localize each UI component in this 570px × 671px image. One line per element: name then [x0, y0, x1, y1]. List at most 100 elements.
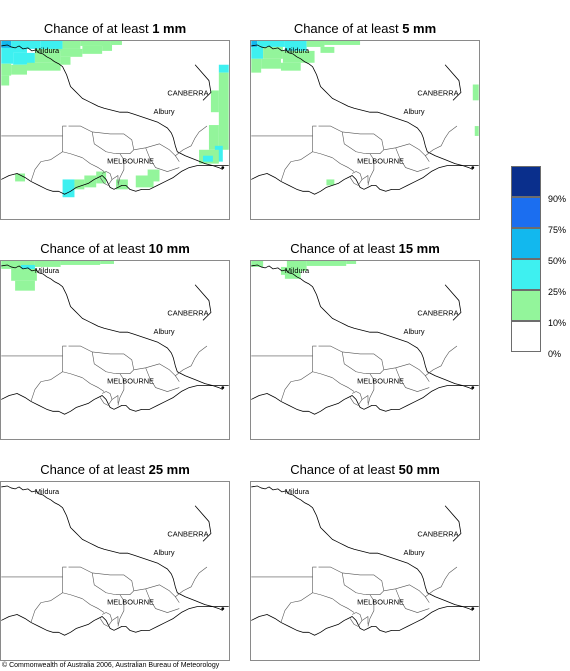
- city-label-canberra: CANBERRA: [417, 88, 458, 97]
- probability-cell: [110, 41, 122, 45]
- district-boundary: [175, 345, 208, 376]
- district-boundary: [82, 598, 105, 613]
- title-prefix: Chance of at least: [40, 241, 149, 256]
- district-boundary: [175, 125, 208, 156]
- district-boundary: [341, 131, 384, 155]
- probability-cell: [1, 75, 10, 86]
- city-label-mildura: Mildura: [35, 487, 60, 496]
- district-boundary: [332, 157, 355, 172]
- state-border-line: [1, 44, 223, 170]
- district-boundary: [99, 391, 113, 406]
- legend-swatch-75-90: [511, 197, 541, 228]
- probability-cell: [280, 62, 301, 71]
- city-label-mildura: Mildura: [285, 46, 310, 55]
- district-boundary: [145, 147, 180, 172]
- district-boundary: [251, 125, 317, 137]
- probability-cell: [306, 41, 325, 47]
- probability-cell: [251, 46, 264, 59]
- probability-cell: [74, 179, 85, 190]
- probability-cell: [251, 261, 264, 267]
- probability-cell: [11, 41, 27, 53]
- district-boundary: [145, 588, 180, 613]
- probability-cell: [102, 44, 113, 51]
- probability-cell: [34, 261, 61, 267]
- probability-cell: [346, 261, 357, 264]
- map-5mm: Mildura CANBERRA Albury MELBOURNE: [250, 40, 480, 220]
- probability-cell: [26, 41, 41, 49]
- state-border-line: [251, 485, 473, 611]
- title-prefix: Chance of at least: [293, 21, 403, 36]
- district-boundary: [342, 572, 385, 591]
- title-prefix: Chance of at least: [290, 241, 399, 256]
- boundary-lines: [251, 264, 479, 415]
- point-marker: [221, 607, 225, 610]
- probability-cell: [82, 45, 103, 54]
- district-boundary: [251, 345, 317, 357]
- district-boundary: [332, 377, 355, 392]
- district-boundary: [332, 598, 355, 613]
- probability-cell: [1, 41, 12, 48]
- district-boundary: [91, 131, 134, 155]
- district-boundary: [194, 64, 212, 101]
- state-border-line: [1, 264, 223, 390]
- city-label-melbourne: MELBOURNE: [107, 598, 154, 607]
- probability-cell: [326, 179, 335, 186]
- map-canvas: Mildura CANBERRA Albury MELBOURNE: [251, 261, 479, 415]
- district-boundary: [1, 566, 67, 578]
- map-15mm: Mildura CANBERRA Albury MELBOURNE: [250, 260, 480, 440]
- legend-swatch-25-50: [511, 259, 541, 290]
- map-25mm: Mildura CANBERRA Albury MELBOURNE: [0, 481, 230, 661]
- panel-title-15mm: Chance of at least 15 mm: [250, 241, 480, 257]
- panel-title-25mm: Chance of at least 25 mm: [0, 462, 230, 478]
- map-1mm: Mildura CANBERRA Albury MELBOURNE: [0, 40, 230, 220]
- probability-cell: [203, 155, 213, 162]
- boundary-lines: [251, 485, 479, 636]
- probability-cell: [261, 58, 281, 69]
- legend-swatch-50-75: [511, 228, 541, 259]
- map-canvas: Mildura CANBERRA Albury MELBOURNE: [251, 485, 479, 636]
- district-boundary: [91, 351, 134, 375]
- legend-swatch-0-10: [511, 321, 541, 352]
- city-label-melbourne: MELBOURNE: [357, 598, 404, 607]
- district-boundary: [62, 135, 83, 158]
- probability-cell: [282, 50, 315, 63]
- legend-tick-10: 10%: [548, 318, 567, 328]
- district-boundary: [1, 125, 67, 137]
- probability-cell: [257, 41, 285, 47]
- title-amount: 25 mm: [148, 462, 190, 477]
- district-boundary: [395, 147, 430, 172]
- probability-cell: [1, 47, 14, 64]
- probability-cell: [284, 270, 301, 279]
- probability-cell: [218, 72, 229, 150]
- panel-title-1mm: Chance of at least 1 mm: [0, 21, 230, 37]
- boundary-lines: [1, 44, 229, 195]
- legend-tick-90: 90%: [548, 194, 567, 204]
- district-boundary: [92, 351, 135, 370]
- probability-cell: [474, 126, 479, 136]
- probability-cell: [40, 41, 63, 51]
- city-label-canberra: CANBERRA: [417, 308, 458, 317]
- map-canvas: Mildura CANBERRA Albury MELBOURNE: [1, 485, 229, 636]
- district-boundary: [349, 171, 363, 186]
- district-boundary: [62, 355, 83, 378]
- city-label-canberra: CANBERRA: [167, 308, 208, 317]
- title-amount: 15 mm: [398, 241, 440, 256]
- probability-cell: [306, 261, 347, 266]
- city-label-melbourne: MELBOURNE: [107, 377, 154, 386]
- map-canvas: Mildura CANBERRA Albury MELBOURNE: [1, 41, 229, 198]
- district-boundary: [62, 576, 83, 599]
- coastline: [1, 385, 229, 415]
- city-label-albury: Albury: [404, 107, 425, 116]
- coastline: [1, 165, 229, 195]
- title-amount: 5 mm: [402, 21, 437, 36]
- district-boundary: [117, 153, 125, 186]
- probability-cell: [115, 179, 128, 190]
- probability-cell: [1, 63, 12, 76]
- probability-cell: [13, 52, 35, 65]
- probability-cell: [34, 48, 61, 63]
- coastline: [251, 385, 479, 415]
- state-border-line: [251, 264, 473, 390]
- title-amount: 1 mm: [152, 21, 187, 36]
- legend-tick-50: 50%: [548, 256, 567, 266]
- district-boundary: [318, 125, 343, 133]
